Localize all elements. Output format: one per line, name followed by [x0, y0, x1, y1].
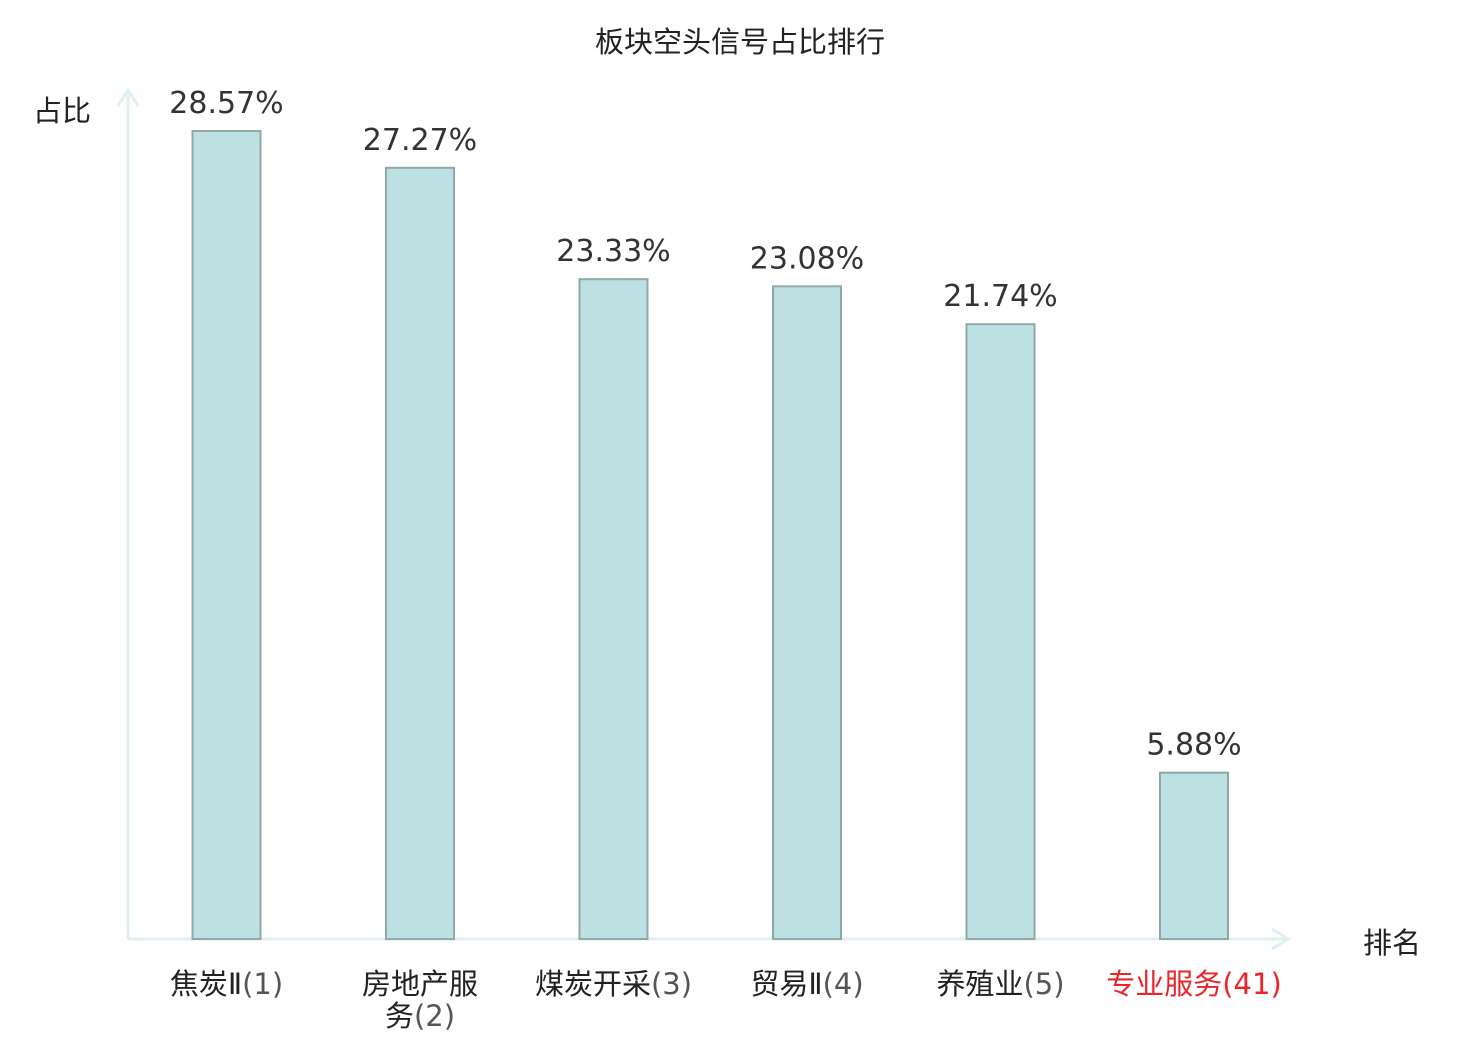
bar-6	[1159, 771, 1229, 941]
bars-group	[191, 130, 1229, 941]
y-axis-label: 占比	[33, 94, 91, 128]
bar-4	[772, 285, 842, 940]
x-axis-label: 排名	[1363, 926, 1421, 960]
value-labels-group: 28.57% 27.27% 23.33% 23.08% 21.74% 5.88%	[169, 86, 1241, 763]
category-label-2-line-2: 务(2)	[385, 999, 455, 1033]
value-label-6: 5.88%	[1146, 728, 1241, 763]
bar-5	[965, 323, 1036, 940]
chart-title: 板块空头信号占比排行	[595, 25, 885, 59]
value-label-4: 23.08%	[750, 241, 864, 276]
bar-3	[578, 278, 649, 940]
value-label-5: 21.74%	[943, 279, 1057, 314]
y-axis-arrow	[116, 87, 140, 107]
category-label-2-line-1: 房地产服	[362, 967, 478, 1001]
axes	[116, 87, 1291, 951]
category-label-6: 专业服务(41)	[1106, 967, 1282, 1001]
value-label-2: 27.27%	[363, 123, 477, 158]
bar-1	[191, 130, 262, 940]
bar-2	[385, 166, 455, 941]
category-label-3: 煤炭开采(3)	[535, 967, 692, 1001]
x-axis-arrow	[1271, 927, 1291, 951]
value-label-1: 28.57%	[169, 86, 283, 121]
category-label-5: 养殖业(5)	[936, 967, 1064, 1001]
category-label-1: 焦炭Ⅱ(1)	[170, 967, 283, 1001]
category-label-4: 贸易Ⅱ(4)	[750, 967, 863, 1001]
value-label-3: 23.33%	[556, 234, 670, 269]
